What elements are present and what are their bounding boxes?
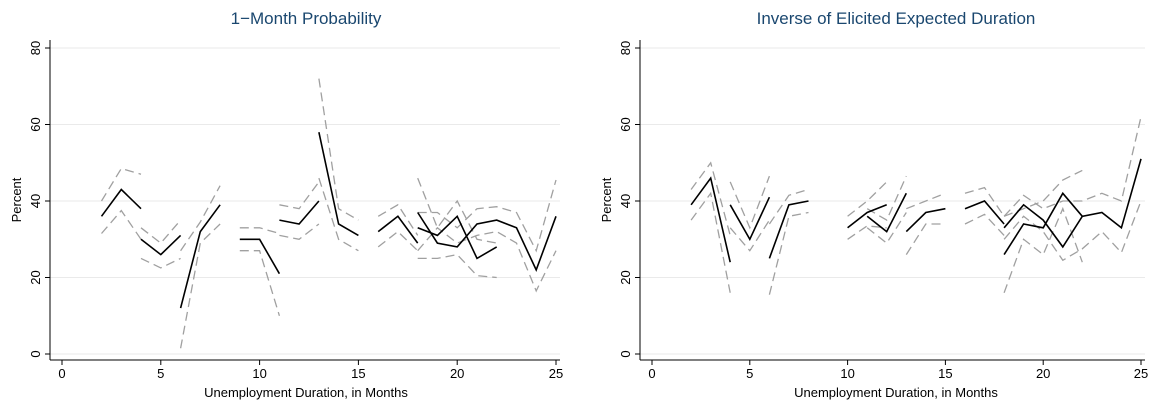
upper-bound-series (100, 78, 557, 253)
panel-title: Inverse of Elicited Expected Duration (757, 9, 1036, 28)
lower-bound-line (318, 177, 359, 252)
upper-bound-line (729, 175, 771, 230)
upper-bound-line (417, 179, 557, 253)
estimate-line (847, 204, 887, 229)
lower-bound-line (140, 257, 181, 269)
estimate-line (866, 192, 908, 233)
y-tick-label: 40 (28, 194, 43, 208)
x-tick-label: 0 (58, 366, 65, 381)
upper-bound-line (318, 78, 359, 221)
estimate-line (1003, 191, 1083, 256)
x-tick-label: 20 (450, 366, 464, 381)
y-tick-label: 60 (618, 117, 633, 131)
upper-bound-line (1003, 116, 1142, 217)
upper-bound-line (768, 188, 809, 225)
upper-bound-line (377, 203, 419, 236)
x-tick-label: 0 (648, 366, 655, 381)
y-tick-label: 20 (28, 270, 43, 284)
lower-bound-line (964, 213, 1005, 236)
estimate-line (1003, 158, 1142, 249)
lower-bound-line (279, 223, 320, 240)
lower-bound-series (690, 191, 1142, 295)
y-tick-label: 60 (28, 117, 43, 131)
upper-bound-line (140, 219, 182, 244)
estimate-series (690, 158, 1142, 263)
y-tick-label: 80 (618, 41, 633, 55)
lower-bound-line (905, 223, 946, 255)
x-tick-label: 20 (1036, 366, 1050, 381)
estimate-line (729, 196, 771, 242)
x-axis-label: Unemployment Duration, in Months (794, 385, 998, 400)
upper-bound-line (866, 175, 907, 222)
lower-bound-line (377, 230, 419, 252)
upper-bound-line (100, 167, 142, 202)
lower-bound-line (768, 211, 809, 295)
x-tick-label: 15 (938, 366, 952, 381)
estimate-line (964, 200, 1005, 225)
y-tick-label: 0 (618, 350, 633, 357)
upper-bound-line (239, 227, 280, 235)
panel-one-month-probability: 1−Month Probability Unemployment Duratio… (9, 9, 563, 400)
estimate-line (768, 200, 809, 259)
estimate-line (140, 234, 182, 256)
upper-bound-series (690, 116, 1142, 236)
estimate-line (179, 204, 221, 309)
estimate-line (100, 188, 142, 217)
lower-bound-line (101, 209, 142, 240)
lower-bound-line (866, 212, 907, 245)
y-tick-label: 20 (618, 270, 633, 284)
lower-bound-line (239, 250, 281, 316)
x-tick-label: 10 (252, 366, 266, 381)
upper-bound-line (180, 185, 221, 252)
upper-bound-line (417, 177, 497, 244)
panel-title: 1−Month Probability (231, 9, 382, 28)
estimate-line (690, 176, 731, 263)
estimate-line (417, 212, 557, 272)
upper-bound-line (964, 186, 1005, 217)
lower-bound-line (179, 223, 221, 349)
estimate-series (100, 132, 557, 309)
x-tick-label: 5 (157, 366, 164, 381)
x-tick-label: 25 (549, 366, 563, 381)
lower-bound-line (417, 226, 557, 293)
y-tick-label: 80 (28, 41, 43, 55)
lower-bound-line (729, 219, 770, 252)
upper-bound-line (279, 181, 320, 210)
x-tick-label: 5 (746, 366, 753, 381)
estimate-line (377, 215, 419, 244)
estimate-line (905, 207, 946, 233)
lower-bound-line (690, 191, 731, 293)
upper-bound-line (847, 181, 888, 217)
upper-bound-line (906, 192, 946, 210)
x-axis-label: Unemployment Duration, in Months (204, 385, 408, 400)
lower-bound-line (1003, 200, 1142, 262)
lower-bound-series (101, 177, 557, 349)
panel-inverse-expected-duration: Inverse of Elicited Expected Duration Un… (599, 9, 1148, 400)
x-tick-label: 10 (840, 366, 854, 381)
y-tick-label: 0 (28, 350, 43, 357)
y-axis-label: Percent (9, 177, 24, 222)
x-tick-label: 15 (351, 366, 365, 381)
estimate-line (318, 132, 359, 237)
x-tick-label: 25 (1134, 366, 1148, 381)
y-tick-label: 40 (618, 194, 633, 208)
upper-bound-line (1003, 169, 1083, 217)
lower-bound-line (417, 253, 497, 279)
upper-bound-line (690, 161, 731, 236)
estimate-line (239, 238, 281, 275)
estimate-line (279, 200, 320, 225)
y-axis-label: Percent (599, 177, 614, 222)
